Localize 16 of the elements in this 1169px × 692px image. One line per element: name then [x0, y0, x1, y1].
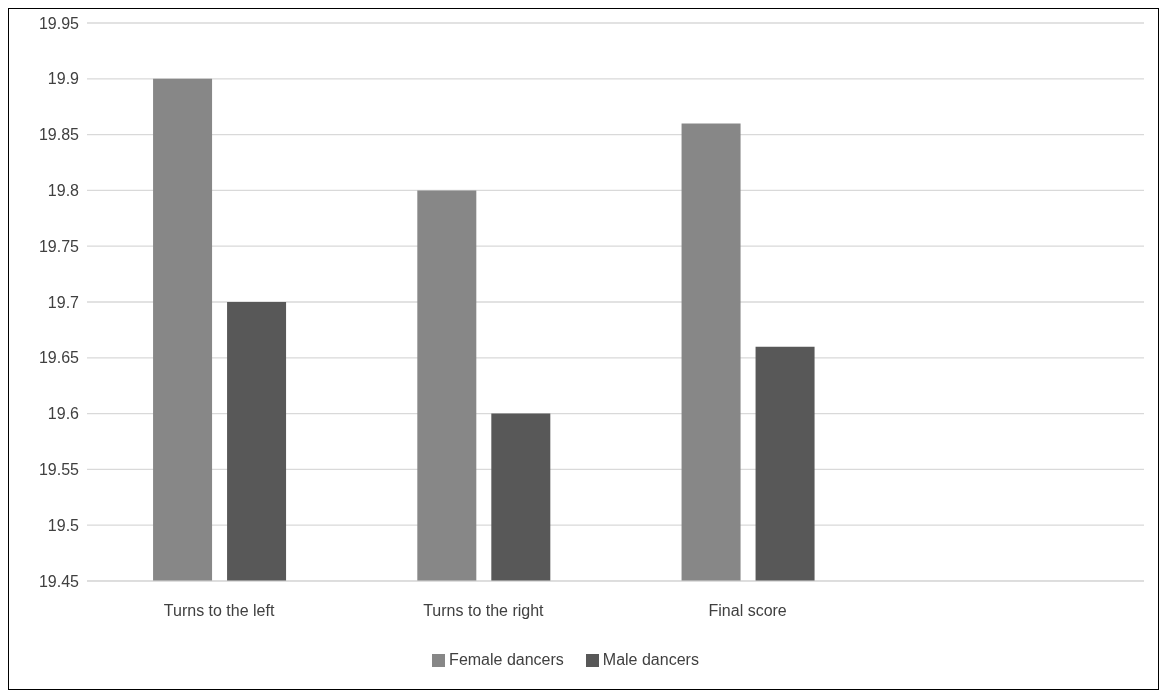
y-tick-label: 19.6 [47, 405, 80, 423]
y-tick-label: 19.95 [38, 14, 80, 32]
x-tick-label: Final score [708, 602, 787, 620]
y-tick-label: 19.75 [38, 237, 80, 255]
x-tick-label: Turns to the right [423, 602, 545, 620]
y-tick-label: 19.9 [47, 70, 80, 88]
y-tick-label: 19.85 [38, 126, 80, 144]
y-tick-label: 19.65 [38, 349, 80, 367]
legend-label: Female dancers [449, 651, 564, 668]
y-tick-label: 19.8 [47, 182, 80, 200]
y-tick-label: 19.45 [38, 572, 80, 590]
y-tick-label: 19.55 [38, 461, 80, 479]
y-tick-label: 19.7 [47, 293, 80, 311]
x-tick-label: Turns to the left [163, 602, 275, 620]
legend-label: Male dancers [602, 651, 699, 668]
y-tick-label: 19.5 [47, 516, 80, 534]
